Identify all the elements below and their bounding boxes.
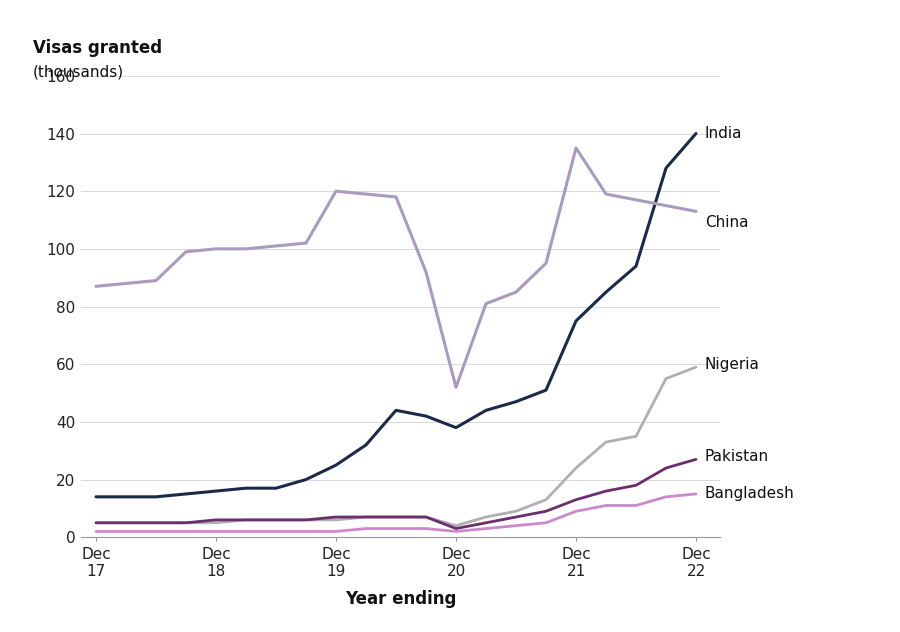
Text: India: India xyxy=(705,126,742,141)
Text: Nigeria: Nigeria xyxy=(705,356,760,372)
Text: (thousands): (thousands) xyxy=(33,64,124,79)
Text: Pakistan: Pakistan xyxy=(705,449,770,464)
X-axis label: Year ending: Year ending xyxy=(345,590,456,609)
Text: Bangladesh: Bangladesh xyxy=(705,487,795,501)
Text: Visas granted: Visas granted xyxy=(33,39,162,57)
Text: China: China xyxy=(705,216,749,231)
